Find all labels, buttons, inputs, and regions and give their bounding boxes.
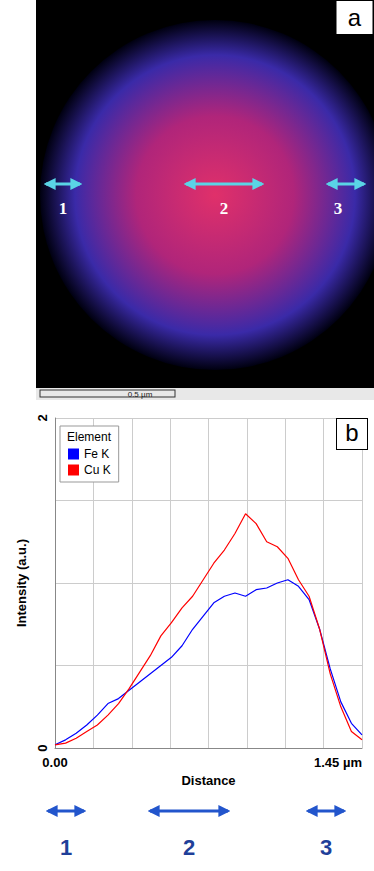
svg-text:1: 1: [60, 835, 72, 860]
svg-text:Element: Element: [67, 430, 112, 444]
svg-text:0.00: 0.00: [42, 755, 67, 770]
svg-text:1.45 µm: 1.45 µm: [314, 755, 362, 770]
svg-text:Fe K: Fe K: [84, 447, 109, 461]
svg-text:2: 2: [220, 199, 229, 218]
svg-text:Intensity (a.u.): Intensity (a.u.): [14, 539, 29, 627]
svg-text:3: 3: [320, 835, 332, 860]
svg-text:a: a: [348, 4, 362, 31]
svg-text:2: 2: [35, 414, 50, 421]
svg-text:0: 0: [35, 744, 50, 751]
svg-text:3: 3: [334, 199, 343, 218]
svg-text:2: 2: [183, 835, 195, 860]
svg-text:Distance: Distance: [181, 773, 235, 788]
html-text:b: b: [345, 419, 359, 446]
svg-text:1: 1: [59, 199, 68, 218]
svg-text:0.5 µm: 0.5 µm: [128, 390, 153, 399]
svg-text:Cu K: Cu K: [84, 463, 111, 477]
